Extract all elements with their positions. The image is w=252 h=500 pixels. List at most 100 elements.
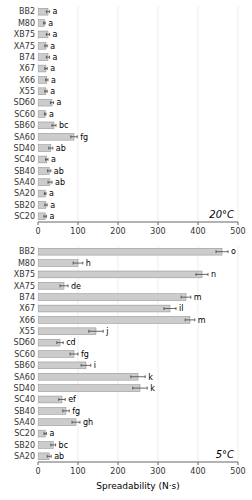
error-cap — [47, 90, 48, 93]
error-cap — [44, 113, 45, 116]
stat-label: a — [50, 42, 55, 51]
stat-label: a — [57, 98, 62, 107]
error-cap — [55, 443, 56, 446]
stat-label: bc — [59, 441, 68, 450]
error-cap — [90, 364, 91, 367]
error-line — [46, 79, 48, 80]
category-label: SB40 — [14, 407, 35, 416]
bar — [38, 54, 48, 61]
bar — [38, 190, 45, 197]
error-cap — [130, 375, 131, 378]
error-line — [59, 399, 65, 400]
error-bar — [73, 262, 83, 265]
error-cap — [88, 330, 89, 333]
x-label: Spreadability (N·s) — [96, 481, 179, 491]
error-line — [49, 148, 53, 149]
error-line — [46, 11, 49, 12]
category-label: SC60 — [14, 110, 35, 119]
stat-label: a — [51, 76, 56, 85]
error-line — [72, 422, 80, 423]
stat-label: de — [71, 282, 81, 291]
stat-label: a — [53, 7, 58, 16]
error-cap — [44, 67, 45, 70]
grid-line — [78, 6, 79, 222]
category-label: BB2 — [19, 7, 35, 16]
error-line — [131, 376, 145, 377]
error-bar — [44, 22, 46, 25]
error-cap — [72, 421, 73, 424]
error-bar — [48, 181, 52, 184]
error-cap — [46, 113, 47, 116]
category-label: X55 — [19, 87, 35, 96]
bar — [38, 419, 76, 426]
error-cap — [147, 387, 148, 390]
error-cap — [44, 44, 45, 47]
bar — [38, 76, 47, 83]
tick-label: 100 — [70, 227, 85, 236]
error-line — [63, 410, 69, 411]
error-bar — [44, 192, 46, 195]
error-cap — [190, 296, 191, 299]
error-cap — [176, 307, 177, 310]
error-bar — [45, 90, 47, 93]
category-label: SC40 — [14, 395, 35, 404]
grid-line — [238, 246, 239, 462]
error-line — [81, 365, 91, 366]
bar — [38, 362, 86, 369]
category-label: SC20 — [14, 212, 35, 221]
error-cap — [46, 215, 47, 218]
error-cap — [44, 215, 45, 218]
bar — [38, 213, 45, 220]
bar — [38, 328, 96, 335]
error-cap — [47, 455, 48, 458]
stat-label: n — [211, 270, 216, 279]
category-label: XB75 — [14, 270, 35, 279]
error-line — [44, 216, 46, 217]
category-label: X66 — [19, 76, 35, 85]
bar — [38, 88, 46, 95]
error-bar — [57, 341, 63, 344]
tick-label: 0 — [35, 467, 40, 476]
error-bar — [48, 169, 51, 172]
category-label: X66 — [19, 316, 35, 325]
error-cap — [52, 124, 53, 127]
stat-label: m — [198, 316, 206, 325]
category-label: SB20 — [14, 441, 35, 450]
stat-label: h — [86, 259, 91, 268]
tick-label: 300 — [150, 467, 165, 476]
stat-label: a — [53, 30, 58, 39]
stat-label: a — [49, 189, 54, 198]
error-cap — [181, 296, 182, 299]
tick-label: 100 — [70, 467, 85, 476]
error-bar — [44, 215, 46, 218]
category-label: M80 — [18, 259, 35, 268]
category-label: X67 — [19, 64, 35, 73]
error-cap — [216, 250, 217, 253]
stat-label: a — [51, 155, 56, 164]
error-cap — [47, 169, 48, 172]
category-label: X67 — [19, 304, 35, 313]
bar — [38, 20, 44, 27]
category-label: SC40 — [14, 155, 35, 164]
bar — [38, 453, 49, 460]
error-cap — [45, 78, 46, 81]
stat-label: bc — [59, 121, 68, 130]
bar — [38, 202, 46, 209]
error-line — [44, 114, 46, 115]
stat-label: fg — [80, 133, 88, 142]
category-label: B74 — [19, 53, 35, 62]
error-cap — [46, 192, 47, 195]
error-line — [50, 102, 53, 103]
stat-label: a — [49, 429, 54, 438]
stat-label: a — [50, 64, 55, 73]
category-label: SB20 — [14, 201, 35, 210]
error-line — [46, 159, 48, 160]
error-line — [44, 23, 46, 24]
error-bar — [46, 10, 49, 13]
category-label: SD60 — [14, 98, 35, 107]
error-cap — [194, 318, 195, 321]
error-cap — [52, 181, 53, 184]
error-bar — [46, 56, 49, 59]
stat-label: j — [105, 327, 108, 336]
category-label: SA60 — [14, 373, 35, 382]
